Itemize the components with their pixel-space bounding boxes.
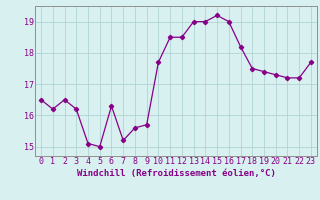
X-axis label: Windchill (Refroidissement éolien,°C): Windchill (Refroidissement éolien,°C) (76, 169, 276, 178)
